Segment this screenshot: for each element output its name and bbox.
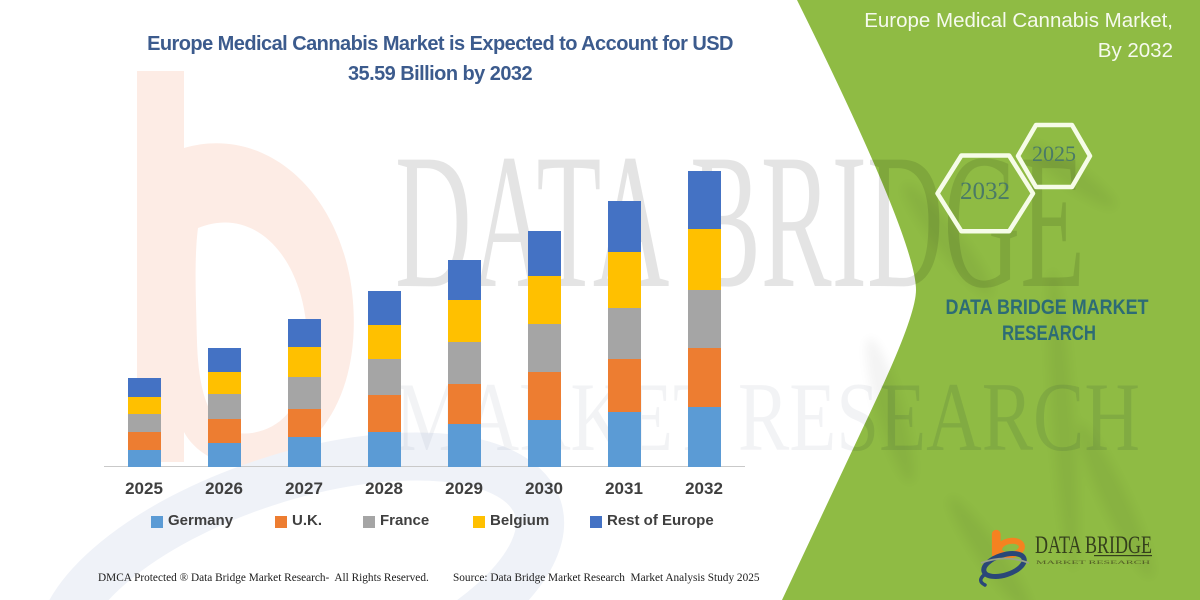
svg-text:RESEARCH: RESEARCH bbox=[1002, 322, 1096, 345]
svg-text:DATA BRIDGE: DATA BRIDGE bbox=[1035, 532, 1152, 559]
svg-text:MARKET RESEARCH: MARKET RESEARCH bbox=[1036, 561, 1151, 566]
svg-text:MARKET RESEARCH: MARKET RESEARCH bbox=[395, 363, 1140, 472]
svg-text:DATA BRIDGE: DATA BRIDGE bbox=[395, 114, 1085, 328]
svg-text:2025: 2025 bbox=[1032, 141, 1076, 166]
svg-text:2032: 2032 bbox=[960, 178, 1010, 205]
svg-text:DATA BRIDGE MARKET: DATA BRIDGE MARKET bbox=[946, 296, 1149, 319]
